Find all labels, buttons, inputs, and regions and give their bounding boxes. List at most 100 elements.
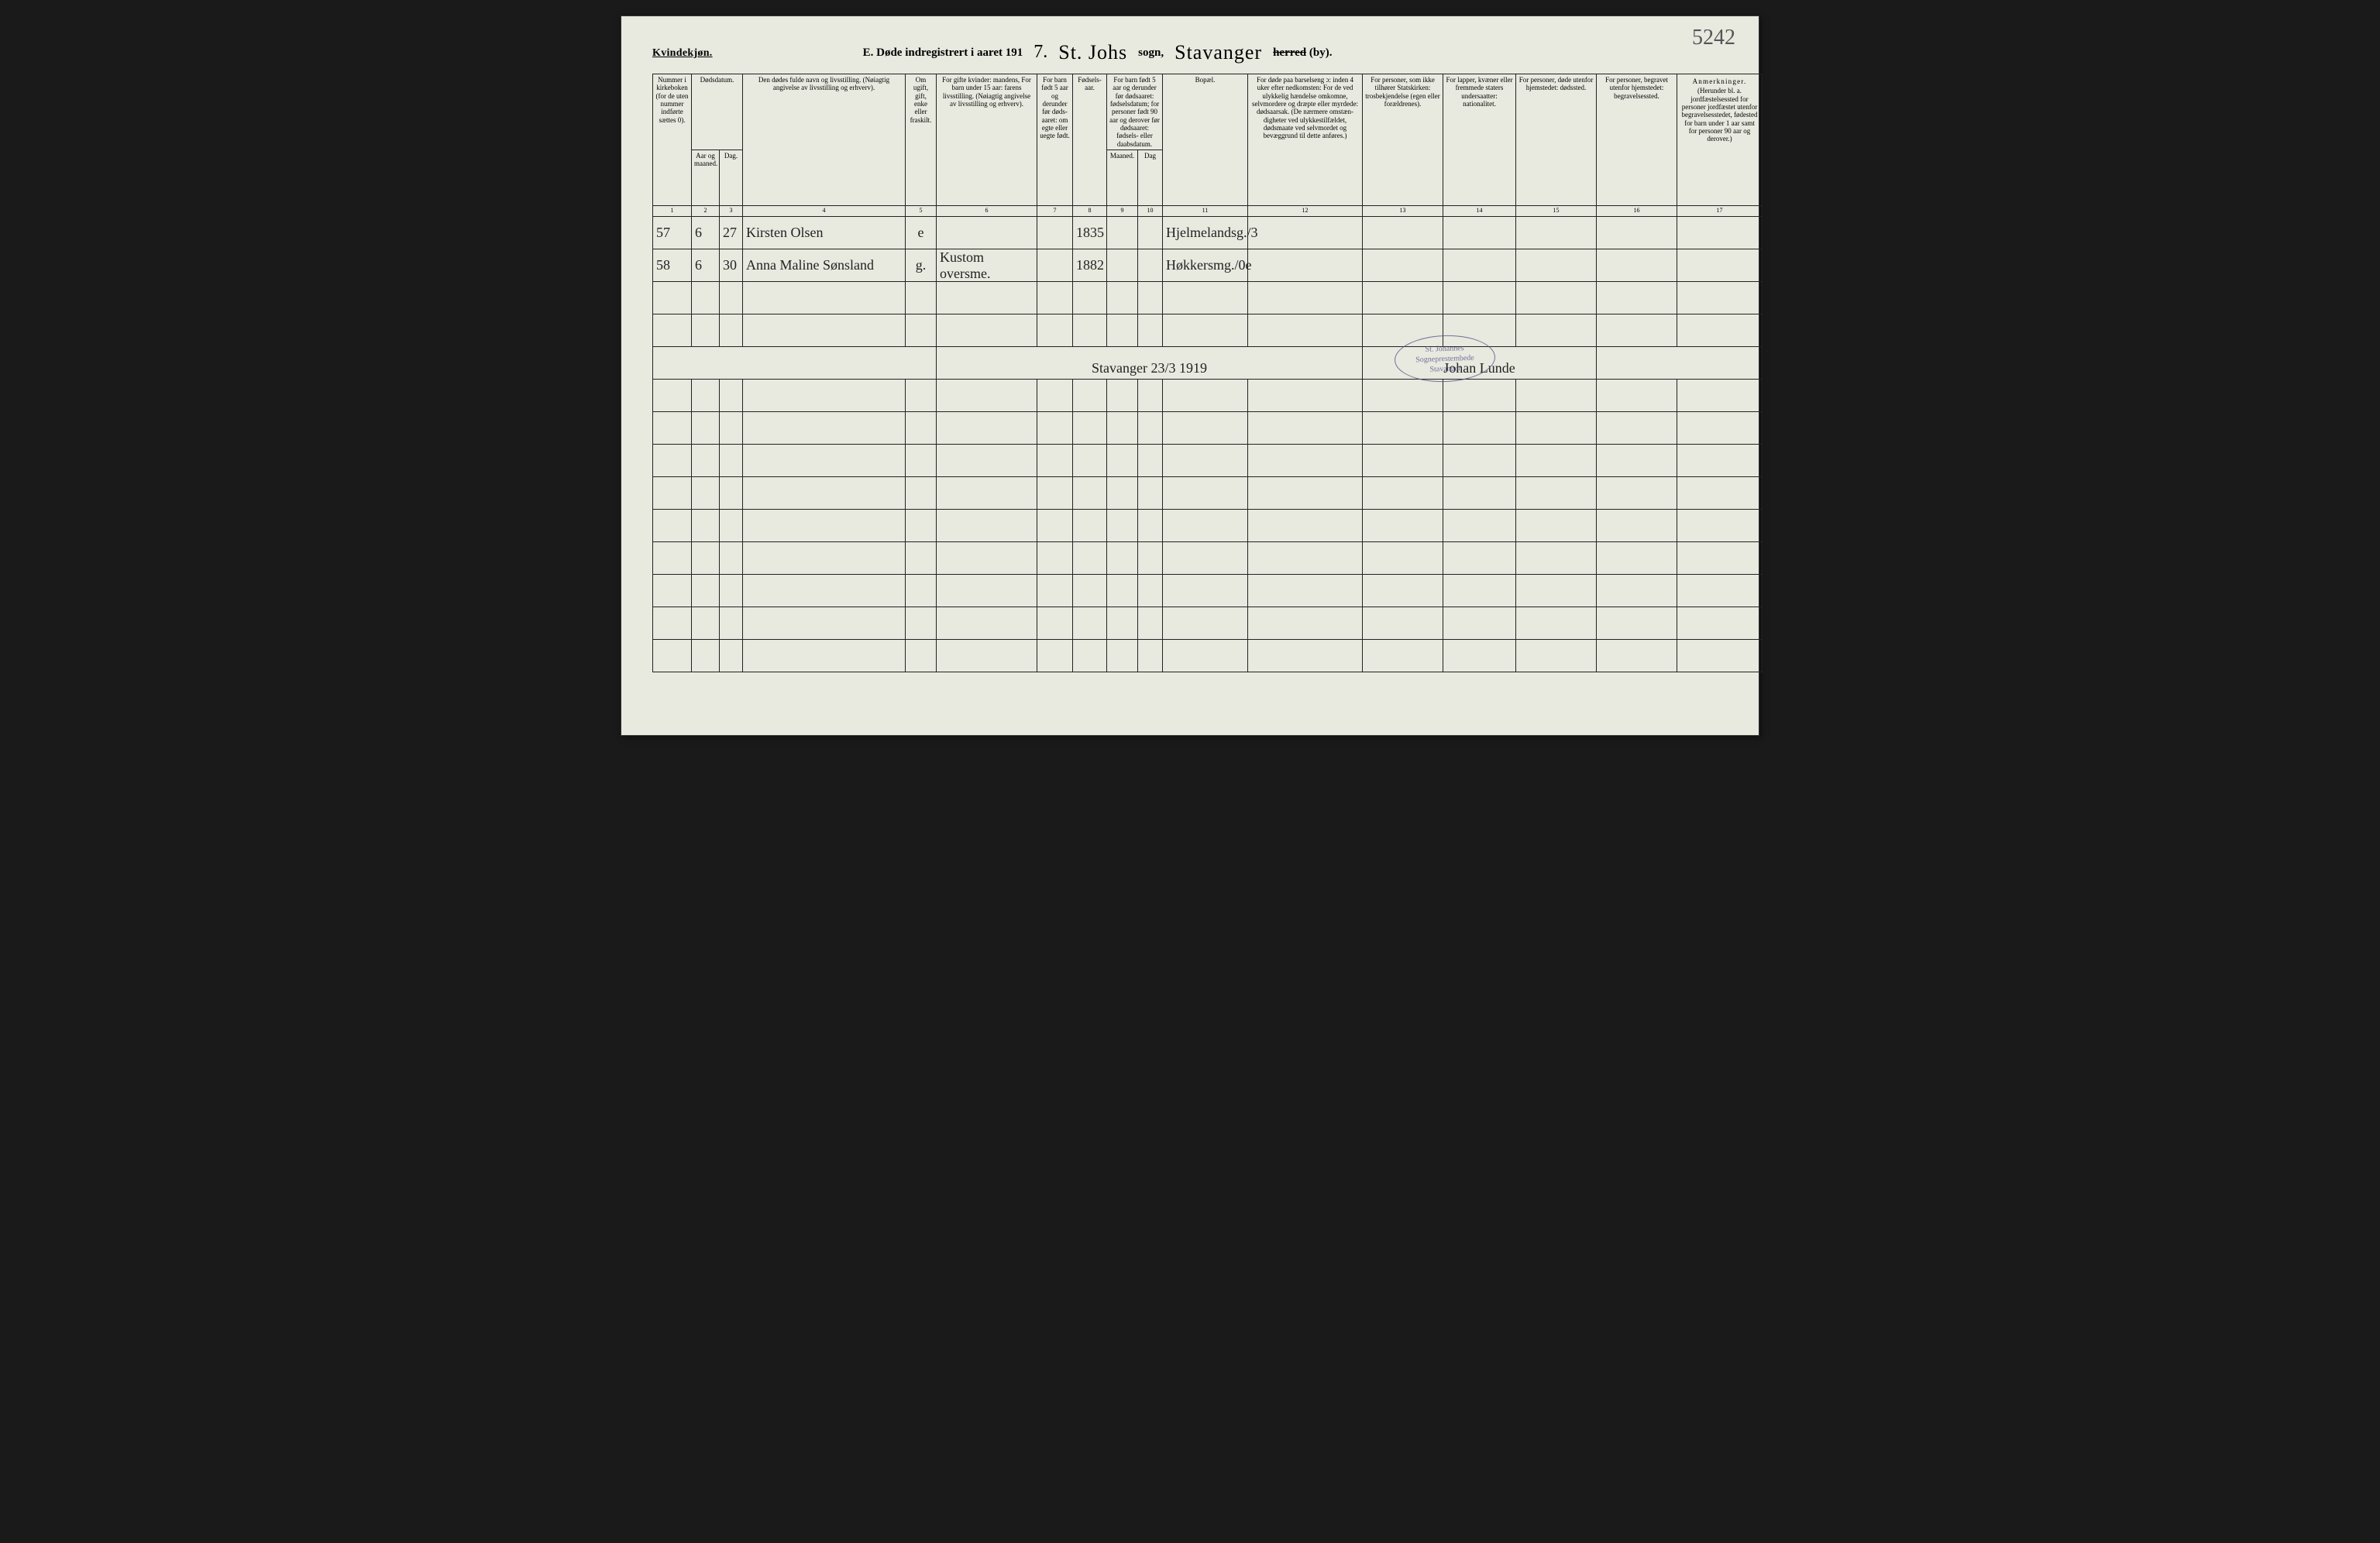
cell: [1037, 542, 1073, 575]
cell: [1037, 249, 1073, 282]
cell: [1037, 282, 1073, 314]
col-9-10-head: For barn født 5 aar og der­under før død…: [1107, 74, 1163, 150]
cell: [653, 445, 692, 477]
colnum-2: 2: [692, 206, 720, 217]
cell: 1882: [1073, 249, 1107, 282]
table-row: [653, 542, 1763, 575]
cell: [692, 412, 720, 445]
cell: [1138, 314, 1163, 347]
colnum-13: 13: [1363, 206, 1443, 217]
cell: [1107, 380, 1138, 412]
cell: 1835: [1073, 217, 1107, 249]
col-4-head: Den dødes fulde navn og livsstilling. (N…: [743, 74, 906, 206]
cell: [937, 542, 1037, 575]
cell: [1073, 314, 1107, 347]
cell: [720, 607, 743, 640]
cell: [1516, 607, 1597, 640]
year-handwritten: 7.: [1034, 42, 1047, 63]
cell: [720, 640, 743, 672]
cell: [743, 477, 906, 510]
cell: 58: [653, 249, 692, 282]
cell: [692, 445, 720, 477]
cell: [1138, 380, 1163, 412]
cell: [1073, 380, 1107, 412]
cell: [1516, 542, 1597, 575]
cell: [1677, 640, 1763, 672]
cell: [1037, 314, 1073, 347]
cell: [1248, 477, 1363, 510]
cell: [1597, 380, 1677, 412]
cell: [1107, 575, 1138, 607]
cell: [937, 412, 1037, 445]
cell: [1163, 607, 1248, 640]
cell: [1677, 249, 1763, 282]
cell: [1138, 510, 1163, 542]
cell: [1443, 445, 1516, 477]
header-line: Kvindekjøn. E. Døde indregistrert i aare…: [652, 38, 1728, 61]
cell: [1248, 640, 1363, 672]
herred-struck: herred: [1273, 46, 1306, 59]
cell: [1443, 542, 1516, 575]
cell: [906, 542, 937, 575]
cell: [1363, 282, 1443, 314]
cell: [720, 380, 743, 412]
cell: [1516, 282, 1597, 314]
cell: [1516, 510, 1597, 542]
cell: [1138, 640, 1163, 672]
cell: [1248, 282, 1363, 314]
table-row: 57627Kirsten Olsene1835Hjelmelandsg./3: [653, 217, 1763, 249]
colnum-1: 1: [653, 206, 692, 217]
cell: [1138, 575, 1163, 607]
cell: [1443, 575, 1516, 607]
cell: [1443, 412, 1516, 445]
cell: [1248, 607, 1363, 640]
col-1-head: Nummer i kirke­boken (for de uten nummer…: [653, 74, 692, 206]
cell: [906, 445, 937, 477]
cell: [743, 314, 906, 347]
cell: [1597, 282, 1677, 314]
cell: [692, 575, 720, 607]
cell: [743, 445, 906, 477]
cell: [1363, 477, 1443, 510]
cell: [1597, 412, 1677, 445]
cell: [1163, 445, 1248, 477]
col-10-sub: Dag: [1138, 150, 1163, 206]
cell: [1443, 217, 1516, 249]
cell: [1163, 542, 1248, 575]
sogn-label: sogn,: [1138, 46, 1164, 60]
cell: [1107, 314, 1138, 347]
cell: [1516, 412, 1597, 445]
cell: [937, 380, 1037, 412]
cell: [653, 607, 692, 640]
table-row: [653, 575, 1763, 607]
cell: [1677, 607, 1763, 640]
col-7-head: For barn født 5 aar og derunder før døds…: [1037, 74, 1073, 206]
cell: [1037, 640, 1073, 672]
col-9-sub: Maaned.: [1107, 150, 1138, 206]
cell: [1248, 575, 1363, 607]
table-row: [653, 445, 1763, 477]
cell: [1363, 607, 1443, 640]
cell: [1516, 575, 1597, 607]
cell: [1516, 640, 1597, 672]
cell: [906, 640, 937, 672]
cell: [1037, 477, 1073, 510]
cell: [743, 607, 906, 640]
cell: [692, 477, 720, 510]
cell: [1107, 412, 1138, 445]
cell: [1516, 477, 1597, 510]
col-2-sub: Aar og maaned.: [692, 150, 720, 206]
cell: [1248, 217, 1363, 249]
cell: [1073, 640, 1107, 672]
document-page: Kvindekjøn. E. Døde indregistrert i aare…: [621, 15, 1759, 736]
colnum-3: 3: [720, 206, 743, 217]
colnum-17: 17: [1677, 206, 1763, 217]
table-row: [653, 314, 1763, 347]
cell: [1516, 249, 1597, 282]
cell: [1677, 575, 1763, 607]
cell: [1107, 607, 1138, 640]
sig-empty: [653, 347, 937, 380]
gender-label: Kvindekjøn.: [652, 47, 713, 60]
cell: 57: [653, 217, 692, 249]
cell: [1443, 607, 1516, 640]
